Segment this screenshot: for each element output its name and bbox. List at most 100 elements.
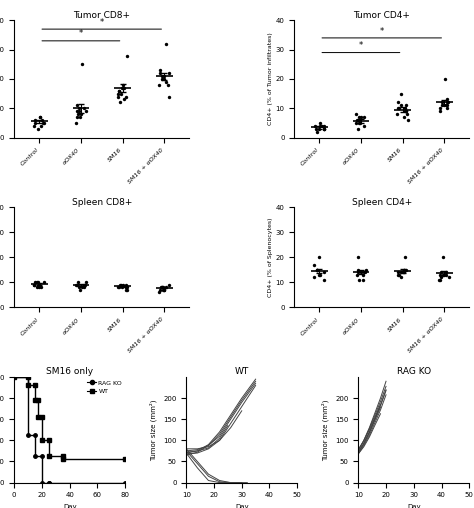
Point — [32, 119, 39, 127]
Point — [116, 281, 123, 289]
Point — [82, 278, 89, 287]
RAG KO — [122, 480, 128, 486]
Point — [34, 125, 42, 133]
Point — [439, 253, 447, 262]
Point — [79, 283, 86, 291]
Point — [395, 271, 403, 279]
Point — [438, 101, 446, 109]
Point — [354, 253, 362, 262]
Point — [115, 87, 123, 95]
Point — [310, 261, 318, 269]
Point — [124, 51, 131, 59]
Point — [81, 281, 89, 289]
Point — [443, 99, 450, 107]
WT — [35, 414, 41, 420]
Point — [355, 116, 362, 124]
Point — [402, 101, 410, 109]
Point — [312, 125, 319, 133]
Point — [159, 285, 166, 294]
Point — [164, 81, 172, 89]
WT — [32, 383, 38, 389]
Point — [394, 104, 402, 112]
Point — [319, 122, 326, 130]
Point — [353, 271, 361, 279]
WT — [11, 374, 17, 380]
Point — [400, 113, 408, 121]
Point — [156, 285, 164, 294]
RAG KO — [25, 374, 31, 380]
Point — [394, 271, 402, 279]
Point — [155, 288, 163, 296]
Point — [117, 99, 124, 107]
Point — [160, 72, 167, 80]
Point — [404, 116, 411, 124]
Point — [400, 266, 407, 274]
Point — [355, 116, 362, 124]
Point — [40, 278, 47, 287]
Point — [32, 116, 39, 124]
Point — [360, 268, 367, 276]
Point — [354, 125, 361, 133]
Point — [359, 271, 366, 279]
Point — [123, 285, 131, 294]
Point — [36, 283, 43, 291]
Point — [80, 283, 88, 291]
Point — [115, 283, 123, 291]
Point — [320, 125, 328, 133]
Point — [76, 113, 84, 121]
Line: RAG KO: RAG KO — [12, 375, 127, 484]
Point — [401, 107, 409, 115]
Point — [162, 40, 170, 48]
Line: WT: WT — [12, 375, 127, 461]
Point — [357, 268, 365, 276]
Point — [36, 281, 43, 289]
RAG KO — [46, 480, 52, 486]
Point — [36, 281, 43, 289]
Point — [118, 283, 126, 291]
Point — [156, 66, 164, 74]
Point — [30, 281, 38, 289]
Point — [76, 285, 84, 294]
Point — [72, 119, 80, 127]
Point — [394, 268, 401, 276]
Text: *: * — [359, 41, 363, 50]
Title: SM16 only: SM16 only — [46, 367, 93, 376]
Point — [441, 271, 448, 279]
Point — [122, 281, 130, 289]
Point — [163, 283, 170, 291]
Point — [118, 84, 126, 92]
Point — [435, 276, 443, 284]
Title: RAG KO: RAG KO — [397, 367, 431, 376]
Point — [356, 119, 363, 127]
Point — [119, 281, 127, 289]
Point — [165, 92, 173, 101]
Point — [437, 271, 444, 279]
Title: Spleen CD8+: Spleen CD8+ — [72, 198, 132, 207]
Point — [73, 281, 80, 289]
Point — [438, 99, 446, 107]
Point — [438, 268, 445, 276]
Point — [401, 104, 409, 112]
Point — [123, 283, 131, 291]
Point — [120, 84, 128, 92]
Point — [31, 278, 39, 287]
Point — [115, 283, 122, 291]
RAG KO — [32, 453, 38, 459]
Point — [441, 75, 449, 83]
Point — [165, 281, 173, 289]
Point — [156, 69, 164, 77]
Point — [310, 273, 318, 281]
Y-axis label: CD4+ (% of Splenocytes): CD4+ (% of Splenocytes) — [268, 217, 273, 297]
Point — [397, 268, 404, 276]
Text: *: * — [79, 29, 83, 39]
Point — [439, 271, 447, 279]
WT — [60, 453, 65, 459]
Point — [158, 75, 166, 83]
Point — [34, 278, 41, 287]
RAG KO — [32, 432, 38, 438]
Point — [361, 113, 368, 121]
X-axis label: Day: Day — [63, 504, 76, 508]
Point — [401, 253, 408, 262]
Point — [357, 113, 365, 121]
WT — [35, 397, 41, 403]
